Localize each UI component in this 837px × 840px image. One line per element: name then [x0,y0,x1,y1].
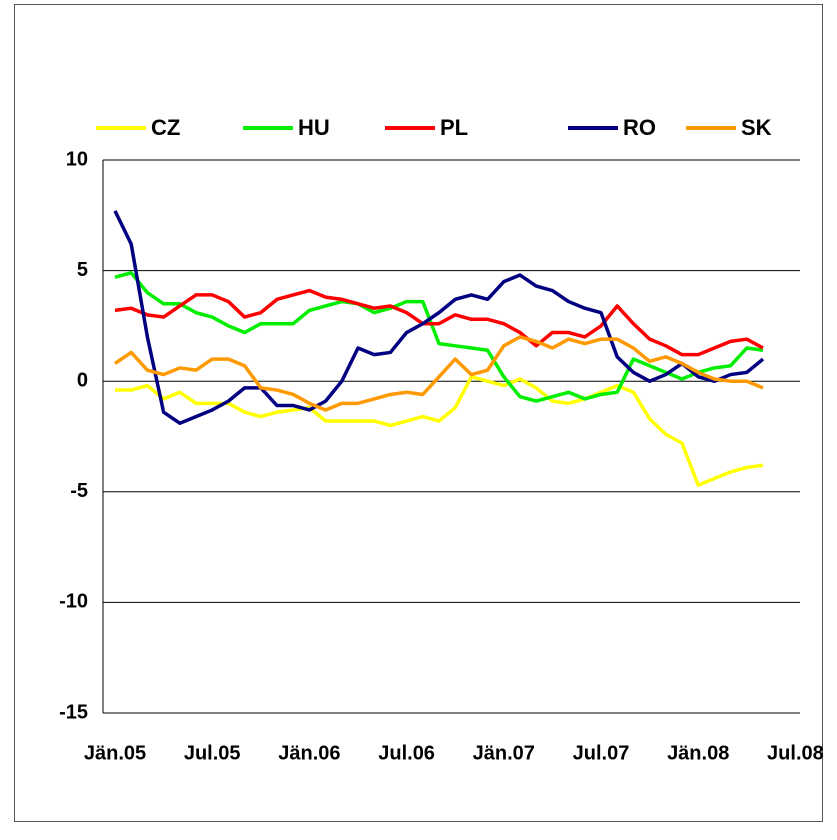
x-tick-label: Jul.06 [378,742,435,764]
y-tick-label: -15 [59,701,88,723]
y-tick-label: 10 [66,148,88,170]
x-tick-label: Jän.07 [473,742,535,764]
x-tick-label: Jän.08 [667,742,729,764]
series-line [114,288,764,357]
series-line [113,210,765,425]
series-line [114,335,764,412]
x-tick-label: Jän.05 [84,742,146,764]
y-tick-label: 0 [77,369,88,391]
legend-label: PL [440,115,468,140]
legend-label: CZ [151,115,180,140]
legend-label: HU [298,115,330,140]
x-tick-label: Jän.06 [278,742,340,764]
legend-label: SK [741,115,772,140]
y-tick-label: 5 [77,259,88,281]
y-tick-label: -5 [70,480,88,502]
legend-label: RO [623,115,656,140]
x-tick-label: Jul.08 [767,742,824,764]
y-tick-label: -10 [59,591,88,613]
x-tick-label: Jul.05 [184,742,241,764]
series-line [114,271,764,403]
x-tick-label: Jul.07 [573,742,630,764]
frame [14,4,823,822]
